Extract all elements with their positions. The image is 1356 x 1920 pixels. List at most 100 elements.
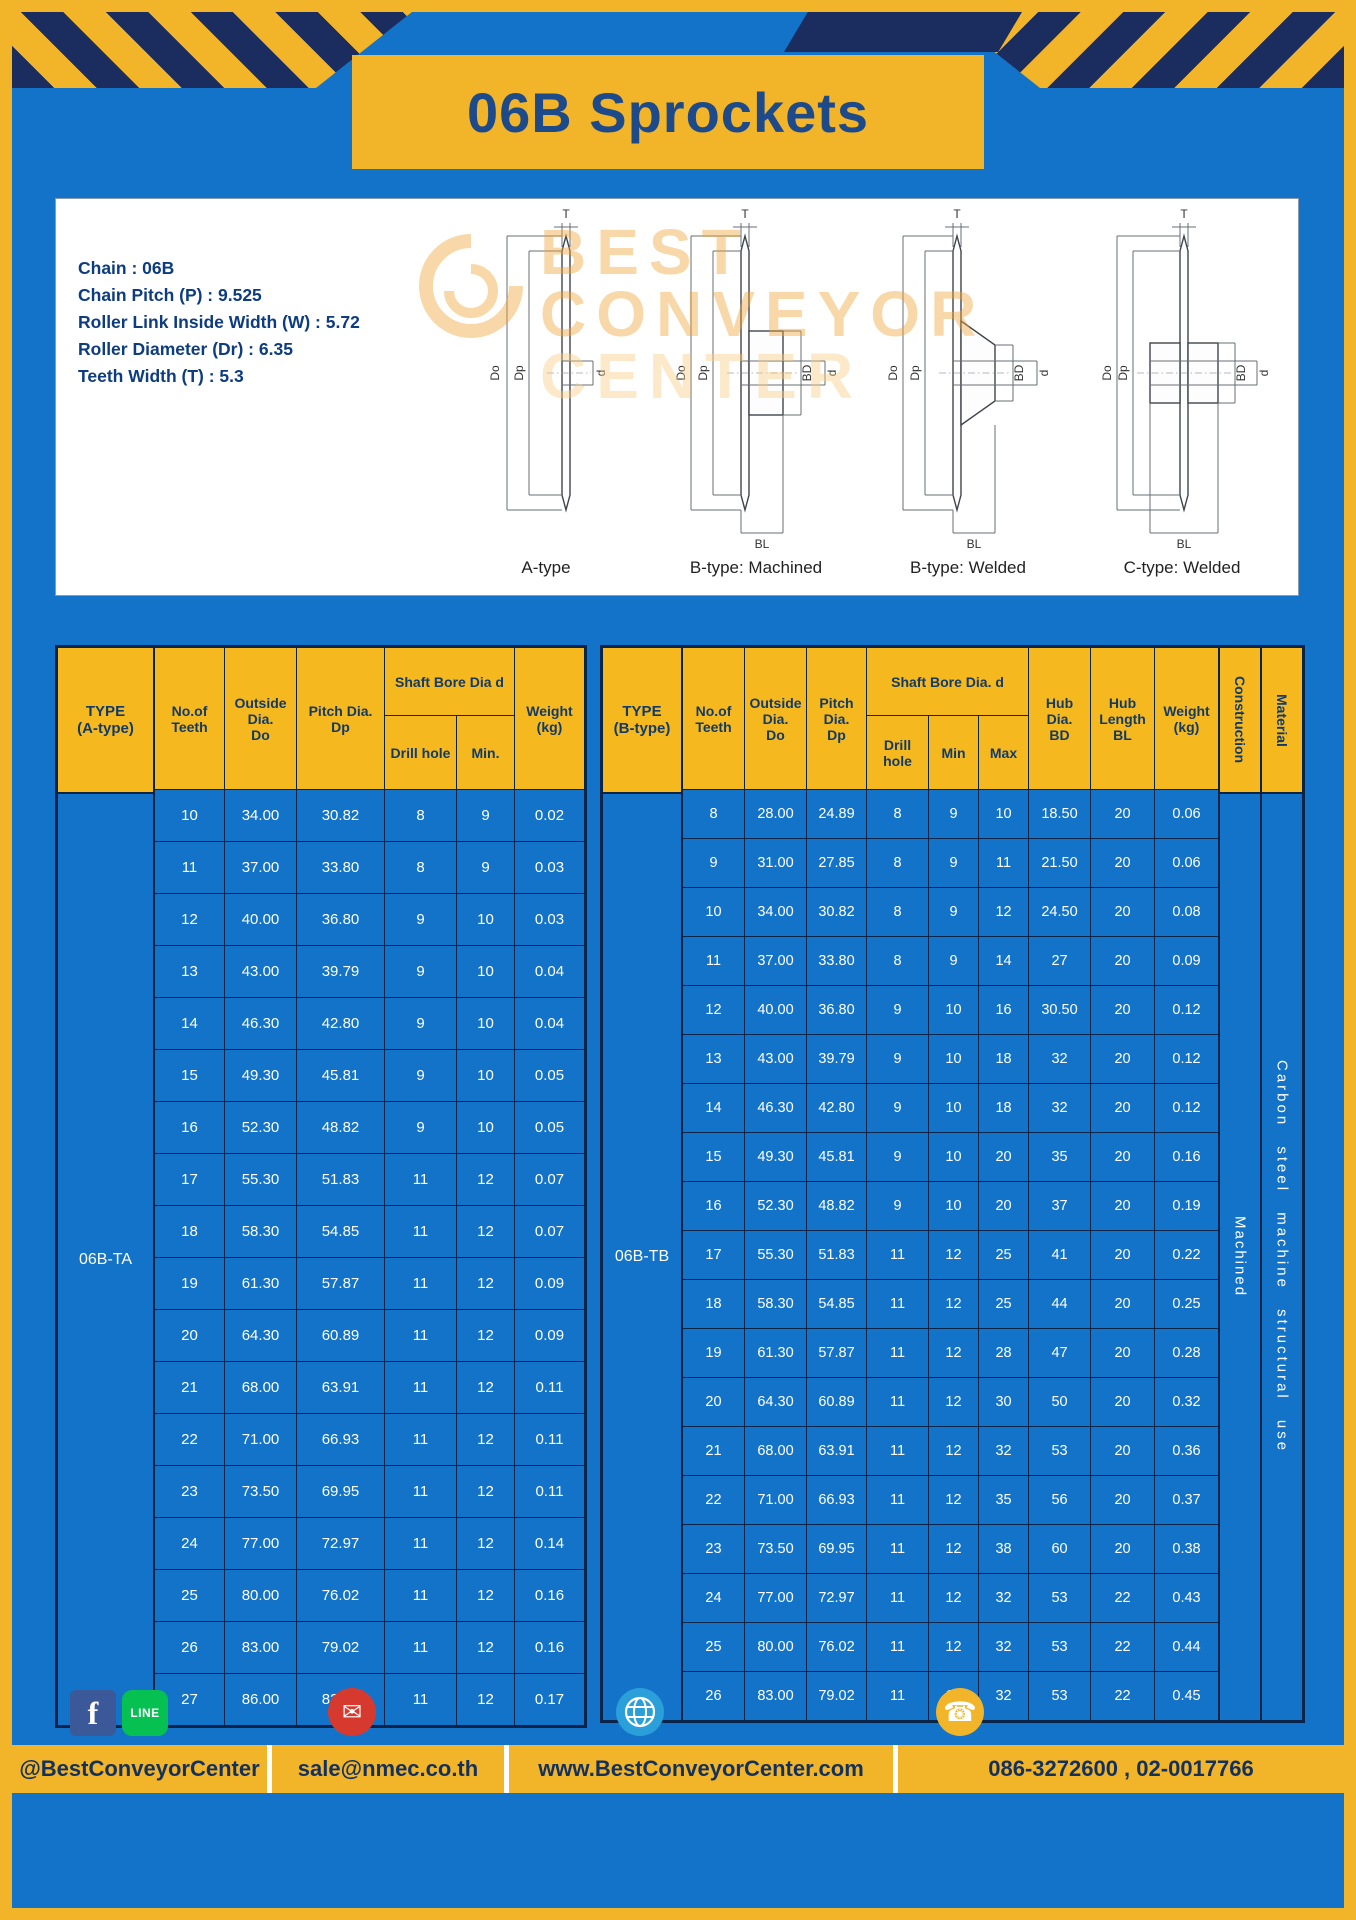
weight-cell: 0.45 (1154, 1671, 1220, 1721)
outside-dia-cell: 77.00 (224, 1517, 297, 1570)
teeth-cell: 14 (154, 997, 225, 1050)
drawing-panel: Chain : 06B Chain Pitch (P) : 9.525 Roll… (55, 198, 1299, 596)
teeth-cell: 22 (682, 1475, 745, 1525)
table-row: 17 55.30 51.83 11 12 25 41 20 0.22 (682, 1230, 1220, 1280)
table-row: 21 68.00 63.91 11 12 32 53 20 0.36 (682, 1426, 1220, 1476)
teeth-cell: 19 (682, 1328, 745, 1378)
max-cell: 30 (977, 1377, 1030, 1427)
outside-dia-cell: 34.00 (744, 887, 807, 937)
footer-separator (504, 1745, 509, 1793)
max-cell: 18 (977, 1034, 1030, 1084)
teeth-cell: 21 (682, 1426, 745, 1476)
min-cell: 10 (928, 1181, 979, 1231)
table-b-type-value: 06B-TB (602, 793, 682, 1721)
material-column: Material Carbon steel machine structural… (1261, 647, 1304, 1721)
teeth-cell: 13 (154, 945, 225, 998)
dim-d: d (1037, 370, 1051, 377)
diagram-label: B-type: Machined (689, 558, 823, 577)
hub-length-cell: 22 (1090, 1573, 1156, 1623)
col-header-min: Min. (456, 715, 515, 790)
min-cell: 12 (928, 1279, 979, 1329)
col-header-shaft-bore: Shaft Bore Dia. d (865, 647, 1030, 716)
hub-dia-cell: 53 (1028, 1671, 1092, 1721)
drill-hole-cell: 9 (384, 893, 457, 946)
dim-do: Do (674, 365, 688, 381)
pitch-dia-cell: 60.89 (806, 1377, 867, 1427)
pitch-dia-cell: 42.80 (806, 1083, 867, 1133)
drill-hole-cell: 9 (384, 1101, 457, 1154)
drill-hole-cell: 8 (866, 936, 929, 986)
dim-bd: BD (1012, 364, 1026, 381)
max-cell: 32 (977, 1573, 1030, 1623)
outside-dia-cell: 73.50 (224, 1465, 297, 1518)
dim-dp: Dp (512, 365, 526, 381)
dim-bd: BD (1234, 364, 1248, 381)
col-header-hub-length: Hub Length BL (1090, 647, 1156, 790)
pitch-dia-cell: 54.85 (806, 1279, 867, 1329)
min-cell: 12 (928, 1426, 979, 1476)
spec-line: Teeth Width (T) : 5.3 (78, 366, 244, 386)
min-cell: 12 (928, 1230, 979, 1280)
hub-length-cell: 20 (1090, 838, 1156, 888)
drill-hole-cell: 11 (866, 1524, 929, 1574)
pitch-dia-cell: 57.87 (806, 1328, 867, 1378)
weight-cell: 0.22 (1154, 1230, 1220, 1280)
line-icon: LINE (122, 1690, 168, 1736)
weight-cell: 0.11 (514, 1465, 585, 1518)
pitch-dia-cell: 69.95 (806, 1524, 867, 1574)
col-header-outside-dia: Outside Dia. Do (744, 647, 807, 790)
table-b-type-column: TYPE (B-type) 06B-TB (602, 647, 682, 1721)
min-cell: 9 (928, 838, 979, 888)
table-row: 14 46.30 42.80 9 10 18 32 20 0.12 (682, 1083, 1220, 1133)
weight-cell: 0.06 (1154, 789, 1220, 839)
table-row: 24 77.00 72.97 11 12 32 53 22 0.43 (682, 1573, 1220, 1623)
pitch-dia-cell: 48.82 (296, 1101, 385, 1154)
col-header-type-a: TYPE (A-type) (57, 647, 154, 793)
table-a-type: TYPE (A-type) 06B-TA No.of Teeth Outside… (55, 645, 587, 1728)
weight-cell: 0.16 (1154, 1132, 1220, 1182)
dim-t: T (741, 207, 749, 221)
hub-dia-cell: 44 (1028, 1279, 1092, 1329)
teeth-cell: 24 (154, 1517, 225, 1570)
outside-dia-cell: 37.00 (744, 936, 807, 986)
min-cell: 9 (456, 789, 515, 842)
table-row: 25 80.00 76.02 11 12 32 53 22 0.44 (682, 1622, 1220, 1672)
table-row: 9 31.00 27.85 8 9 11 21.50 20 0.06 (682, 838, 1220, 888)
table-a-body: 10 34.00 30.82 8 9 0.02 11 37.00 33.80 8 9 0.03 12 40… (154, 789, 585, 1726)
facebook-letter: f (87, 1694, 99, 1731)
drill-hole-cell: 11 (866, 1573, 929, 1623)
table-row: 10 34.00 30.82 8 9 0.02 (154, 789, 585, 842)
pitch-dia-cell: 76.02 (296, 1569, 385, 1622)
pitch-dia-cell: 36.80 (806, 985, 867, 1035)
weight-cell: 0.19 (1154, 1181, 1220, 1231)
weight-cell: 0.05 (514, 1101, 585, 1154)
min-cell: 12 (456, 1465, 515, 1518)
drill-hole-cell: 9 (866, 1132, 929, 1182)
teeth-cell: 23 (682, 1524, 745, 1574)
footer-separator (267, 1745, 272, 1793)
table-row: 26 83.00 79.02 11 12 0.16 (154, 1621, 585, 1674)
teeth-cell: 22 (154, 1413, 225, 1466)
outside-dia-cell: 61.30 (224, 1257, 297, 1310)
line-label: LINE (130, 1706, 160, 1720)
hub-length-cell: 20 (1090, 789, 1156, 839)
teeth-cell: 13 (682, 1034, 745, 1084)
table-row: 20 64.30 60.89 11 12 30 50 20 0.32 (682, 1377, 1220, 1427)
min-cell: 12 (456, 1517, 515, 1570)
weight-cell: 0.37 (1154, 1475, 1220, 1525)
drill-hole-cell: 11 (866, 1671, 929, 1721)
table-row: 13 43.00 39.79 9 10 0.04 (154, 945, 585, 998)
max-cell: 32 (977, 1671, 1030, 1721)
weight-cell: 0.16 (514, 1621, 585, 1674)
outside-dia-cell: 49.30 (744, 1132, 807, 1182)
min-cell: 9 (928, 936, 979, 986)
hub-length-cell: 20 (1090, 1377, 1156, 1427)
construction-value: Machined (1231, 1216, 1249, 1298)
col-header-weight: Weight (kg) (1154, 647, 1220, 790)
outside-dia-cell: 80.00 (744, 1622, 807, 1672)
hub-dia-cell: 53 (1028, 1426, 1092, 1476)
drill-hole-cell: 9 (384, 997, 457, 1050)
spec-line: Roller Link Inside Width (W) : 5.72 (78, 312, 360, 332)
table-a-type-column: TYPE (A-type) 06B-TA (57, 647, 154, 1726)
outside-dia-cell: 68.00 (744, 1426, 807, 1476)
